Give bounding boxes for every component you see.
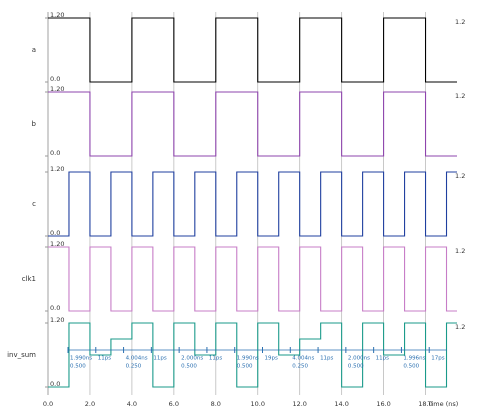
x-tick-label: 18.0: [418, 400, 432, 408]
measurement-label: 1.996ns: [403, 356, 425, 362]
waveform-trace: [48, 246, 457, 312]
measurement-label: 0.500: [70, 364, 86, 370]
measurement-label: 11ps: [320, 356, 333, 362]
measurement-label: 17ps: [431, 356, 444, 362]
signal-name: a: [32, 46, 36, 54]
signal-name: c: [32, 200, 36, 208]
x-tick-label: 10.0: [251, 400, 265, 408]
measurement-label: 2.000ns: [181, 356, 203, 362]
measurement-label: 2.000ns: [348, 356, 370, 362]
x-axis-label: Time (ns): [427, 400, 459, 408]
x-tick-label: 0.0: [43, 400, 53, 408]
right-label: 1.2: [455, 247, 465, 255]
measurement-label: 0.500: [237, 364, 253, 370]
y-tick-label: 1.20: [50, 11, 64, 19]
measurement-label: 0.250: [292, 364, 308, 370]
waveform-trace: [48, 91, 457, 157]
y-tick-label: 1.20: [50, 85, 64, 93]
y-tick-label: 0.0: [50, 149, 60, 157]
x-tick-label: 8.0: [211, 400, 221, 408]
measurement-label: 0.500: [348, 364, 364, 370]
signal-name: clk1: [22, 275, 36, 283]
measurement-label: 0.500: [181, 364, 197, 370]
y-tick-label: 0.0: [50, 304, 60, 312]
x-tick-label: 4.0: [127, 400, 137, 408]
x-tick-label: 6.0: [169, 400, 179, 408]
right-label: 1.2: [455, 323, 465, 331]
y-tick-label: 1.20: [50, 316, 64, 324]
waveform-trace: [48, 322, 457, 388]
measurement-label: 4.004ns: [292, 356, 314, 362]
signal-name: b: [32, 120, 37, 128]
measurement-label: 0.250: [126, 364, 142, 370]
y-tick-label: 1.20: [50, 165, 64, 173]
y-tick-label: 0.0: [50, 229, 60, 237]
waveform-trace: [48, 171, 457, 237]
x-tick-label: 16.0: [376, 400, 390, 408]
right-label: 1.2: [455, 92, 465, 100]
measurement-label: 11ps: [209, 356, 222, 362]
measurement-label: 0.500: [403, 364, 419, 370]
y-tick-label: 0.0: [50, 380, 60, 388]
measurement-label: 19ps: [265, 356, 278, 362]
measurement-label: 11ps: [98, 356, 111, 362]
x-tick-label: 12.0: [292, 400, 306, 408]
y-tick-label: 0.0: [50, 75, 60, 83]
right-label: 1.2: [455, 18, 465, 26]
measurement-label: 11ps: [153, 356, 166, 362]
signal-name: inv_sum: [7, 351, 36, 359]
y-tick-label: 1.20: [50, 240, 64, 248]
measurement-label: 1.990ns: [237, 356, 259, 362]
x-tick-label: 14.0: [334, 400, 348, 408]
measurement-label: 1.990ns: [70, 356, 92, 362]
right-label: 1.2: [455, 172, 465, 180]
waveform-trace: [48, 17, 457, 83]
measurement-label: 11ps: [376, 356, 389, 362]
measurement-label: 4.004ns: [126, 356, 148, 362]
x-tick-label: 2.0: [85, 400, 95, 408]
